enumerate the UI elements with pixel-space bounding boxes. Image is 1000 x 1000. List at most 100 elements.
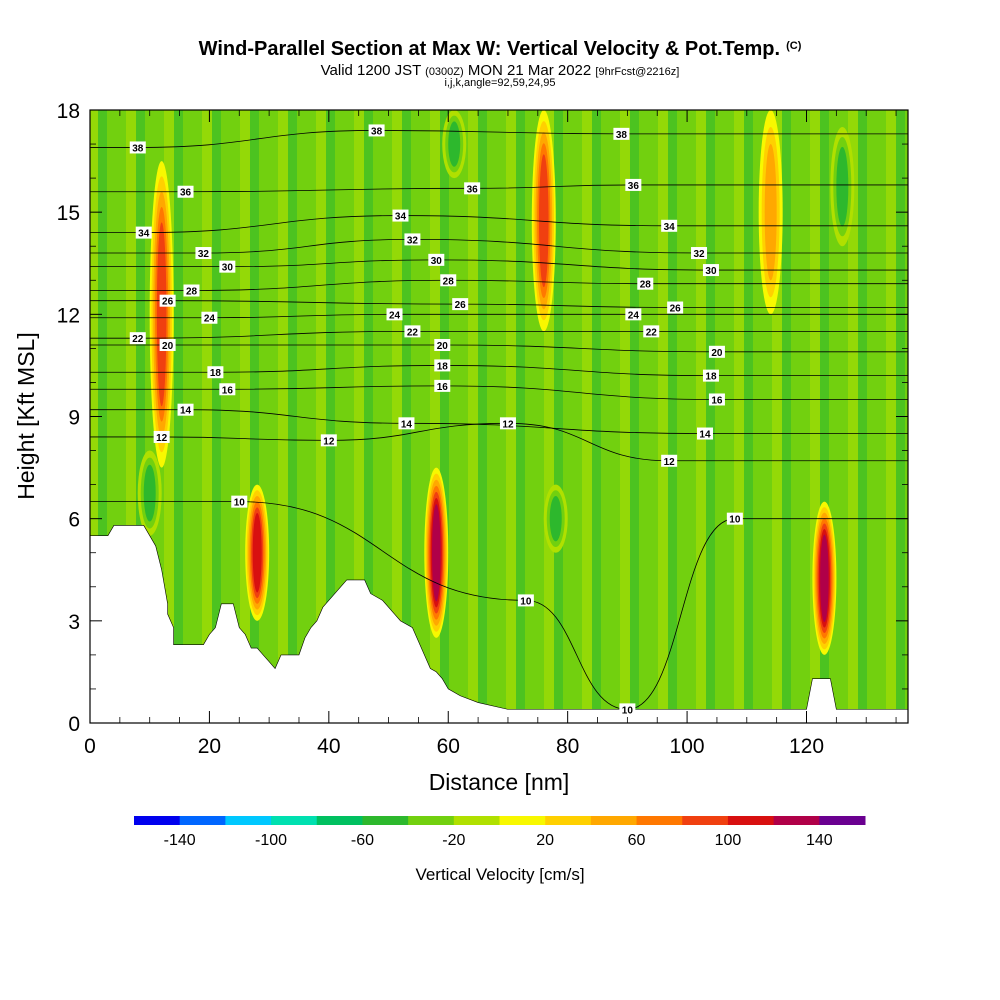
- contour-label-text: 10: [520, 596, 532, 607]
- contour-label-box: [219, 383, 236, 396]
- contour-label-box: [177, 185, 194, 198]
- contour-label: 20: [708, 345, 725, 359]
- contour-label-text: 34: [664, 222, 676, 233]
- colorbar-tick-label: -100: [255, 832, 287, 849]
- contour-label-text: 10: [622, 705, 634, 716]
- colorbar-segment: [727, 816, 775, 825]
- subtitle-utc: (0300Z): [425, 66, 464, 78]
- contour-label: 16: [219, 383, 236, 396]
- contour-label-box: [708, 393, 725, 406]
- contour-label-box: [696, 427, 713, 440]
- colorbar-tick-label: 100: [715, 832, 742, 849]
- contour-label-box: [398, 417, 415, 430]
- y-axis-title: Height [Kft MSL]: [13, 332, 39, 499]
- contour-label-text: 18: [437, 361, 449, 372]
- colorbar-segment: [499, 816, 546, 825]
- chart-title-mark: (C): [786, 40, 802, 52]
- contour-label: 10: [619, 703, 636, 716]
- contour-label-box: [452, 298, 469, 311]
- contour-label-text: 14: [699, 430, 711, 441]
- contour-label-text: 18: [705, 372, 717, 383]
- contour-label-text: 24: [389, 310, 401, 321]
- y-tick-label: 3: [68, 611, 80, 634]
- contour-label-box: [637, 277, 654, 290]
- contour-label-box: [159, 294, 176, 307]
- contour-label-box: [135, 226, 152, 239]
- chart-subtitle: Valid 1200 JST (0300Z) MON 21 Mar 2022 […: [0, 62, 1000, 79]
- subtitle-date: MON 21 Mar 2022: [467, 62, 592, 79]
- theta-contour-28: [90, 279, 908, 291]
- contour-label-text: 12: [156, 433, 168, 444]
- contour-label-text: 34: [138, 229, 150, 240]
- downdraft-core-layer: [143, 464, 156, 522]
- contour-label: 26: [159, 294, 176, 308]
- contour-label: 24: [201, 311, 218, 325]
- contour-label-box: [625, 308, 642, 321]
- contour-label-box: [428, 253, 445, 266]
- contour-label: 28: [637, 277, 654, 291]
- contour-label-box: [625, 178, 642, 191]
- contour-label-box: [129, 332, 146, 345]
- contour-label-text: 36: [180, 188, 192, 199]
- contour-label-text: 38: [371, 126, 383, 137]
- theta-contour-30: [90, 259, 908, 271]
- y-tick-label: 18: [57, 100, 80, 123]
- theta-contour-32: [90, 239, 908, 254]
- contour-label-text: 12: [323, 436, 335, 447]
- chart-title: Wind-Parallel Section at Max W: Vertical…: [0, 38, 1000, 61]
- contour-label-text: 32: [198, 249, 210, 260]
- updraft-core-layer: [156, 222, 167, 407]
- contour-label: 28: [440, 274, 457, 287]
- contour-label-text: 20: [711, 348, 723, 359]
- contour-label-text: 26: [455, 300, 467, 311]
- contour-label-text: 28: [443, 276, 455, 287]
- colorbar-segment: [271, 816, 318, 825]
- theta-contour-12: [90, 422, 908, 462]
- subtitle-forecast: [9hrFcst@2216z]: [595, 66, 680, 78]
- colorbar-segment: [819, 816, 866, 825]
- contour-label: 14: [696, 427, 713, 441]
- colorbar-tick-label: 20: [536, 832, 554, 849]
- updraft-core-layer: [538, 154, 549, 288]
- colorbar-tick-label: -140: [164, 832, 196, 849]
- contour-label: 30: [428, 253, 445, 267]
- contour-label-box: [207, 366, 224, 379]
- colorbar-segment: [773, 816, 820, 825]
- contour-label: 10: [231, 495, 248, 509]
- contour-label-text: 32: [407, 235, 419, 246]
- colorbar-segment: [636, 816, 683, 825]
- theta-contour-24: [90, 313, 908, 319]
- contour-label-text: 22: [407, 327, 419, 338]
- contour-label-box: [691, 247, 708, 260]
- contour-label: 28: [183, 284, 200, 297]
- updraft-core-layer: [252, 512, 262, 593]
- contour-label-box: [464, 182, 481, 195]
- y-tick-label: 6: [68, 509, 80, 532]
- contour-label-box: [177, 403, 194, 416]
- contour-label-text: 22: [646, 327, 658, 338]
- x-tick-label: 20: [198, 735, 221, 758]
- contour-label: 34: [135, 226, 152, 240]
- contour-label-text: 32: [693, 249, 705, 260]
- contour-label-text: 26: [670, 304, 682, 315]
- colorbar-segment: [134, 816, 181, 825]
- y-tick-label: 15: [57, 202, 80, 225]
- theta-contour-18: [90, 365, 908, 377]
- x-tick-label: 60: [437, 735, 460, 758]
- contour-label-box: [183, 284, 200, 297]
- contour-label-text: 14: [401, 419, 413, 430]
- theta-contour-16: [90, 385, 908, 400]
- contour-label: 32: [691, 247, 708, 260]
- y-tick-label: 9: [68, 407, 80, 430]
- contour-label-box: [708, 345, 725, 358]
- plot-area: [90, 110, 908, 723]
- contour-label-text: 24: [628, 310, 640, 321]
- contour-label-box: [129, 141, 146, 154]
- contour-label-box: [726, 512, 743, 525]
- contour-label-box: [434, 338, 451, 351]
- y-tick-label: 0: [68, 713, 80, 736]
- contour-label-box: [702, 264, 719, 277]
- updraft-core-layer: [820, 534, 829, 623]
- downdraft-core-layer: [836, 146, 849, 227]
